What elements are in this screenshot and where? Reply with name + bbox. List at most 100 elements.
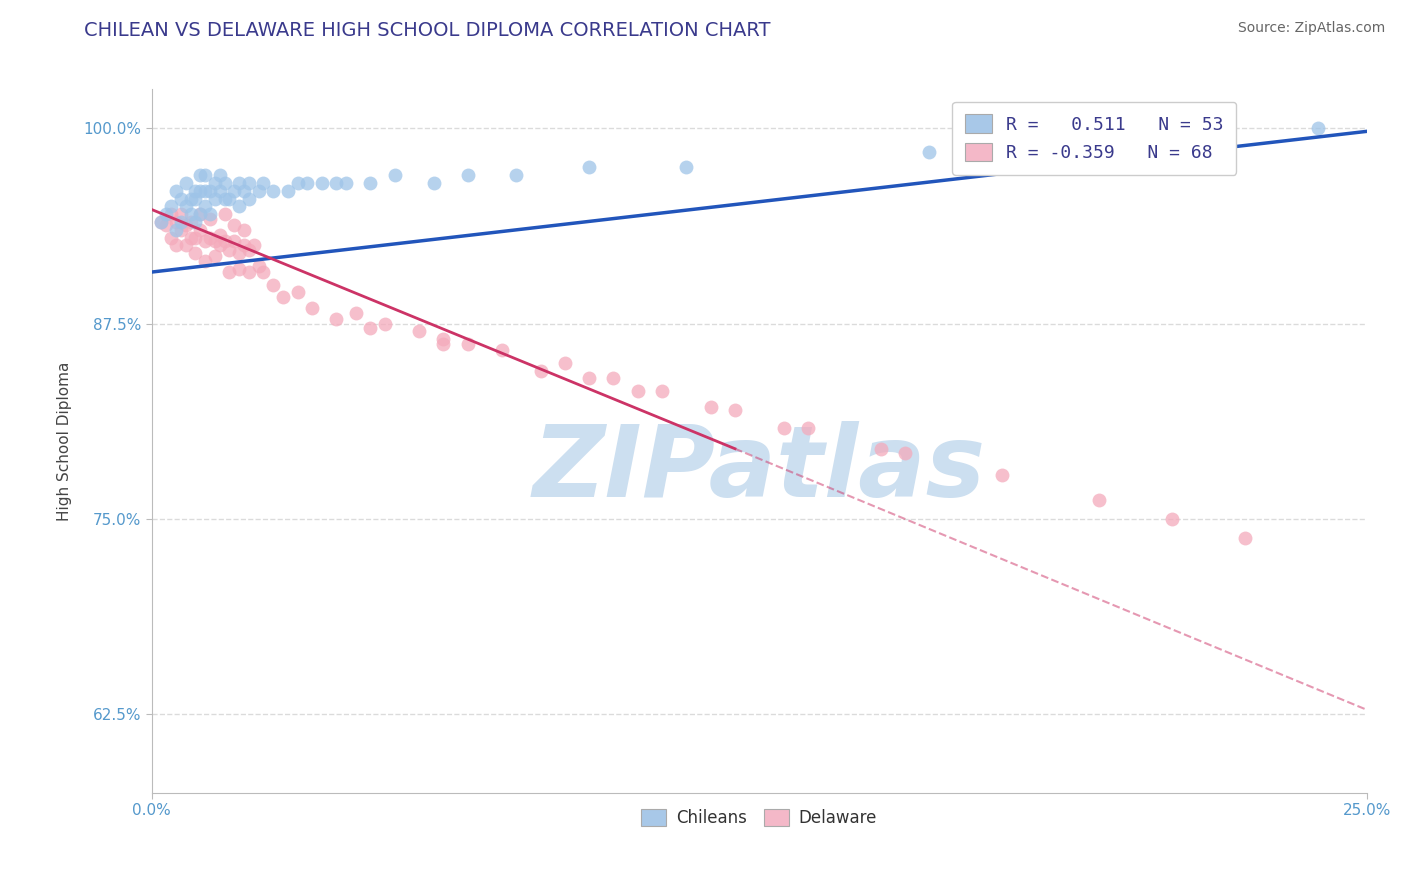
Point <box>194 234 217 248</box>
Point <box>218 243 240 257</box>
Point <box>218 265 240 279</box>
Point <box>180 230 202 244</box>
Point <box>675 161 697 175</box>
Point <box>247 259 270 273</box>
Point <box>224 234 246 248</box>
Point <box>1161 512 1184 526</box>
Point <box>194 168 217 182</box>
Point <box>170 215 193 229</box>
Point <box>184 246 207 260</box>
Point <box>224 184 246 198</box>
Point <box>160 199 183 213</box>
Point <box>772 421 794 435</box>
Point <box>184 230 207 244</box>
Point <box>242 238 264 252</box>
Point <box>188 207 211 221</box>
Point <box>214 234 236 248</box>
Point <box>271 290 294 304</box>
Point <box>238 243 260 257</box>
Point <box>724 402 747 417</box>
Point <box>422 176 444 190</box>
Point <box>359 321 381 335</box>
Point <box>252 265 274 279</box>
Point <box>1234 531 1257 545</box>
Point <box>233 184 256 198</box>
Point <box>344 306 367 320</box>
Point <box>335 176 357 190</box>
Point <box>797 421 820 435</box>
Point <box>287 176 309 190</box>
Point <box>214 207 236 221</box>
Point <box>1088 493 1111 508</box>
Point <box>150 215 173 229</box>
Point <box>359 176 381 190</box>
Point <box>165 238 187 252</box>
Point <box>150 215 173 229</box>
Point <box>194 199 217 213</box>
Point <box>188 184 211 198</box>
Point <box>297 176 319 190</box>
Point <box>252 176 274 190</box>
Point <box>233 238 256 252</box>
Point <box>208 168 231 182</box>
Point <box>384 168 406 182</box>
Point <box>529 363 551 377</box>
Point <box>204 176 226 190</box>
Text: CHILEAN VS DELAWARE HIGH SCHOOL DIPLOMA CORRELATION CHART: CHILEAN VS DELAWARE HIGH SCHOOL DIPLOMA … <box>84 21 770 39</box>
Text: Source: ZipAtlas.com: Source: ZipAtlas.com <box>1237 21 1385 35</box>
Point <box>238 176 260 190</box>
Point <box>218 192 240 206</box>
Point <box>233 223 256 237</box>
Point <box>184 192 207 206</box>
Point <box>1308 121 1330 136</box>
Point <box>991 468 1014 483</box>
Y-axis label: High School Diploma: High School Diploma <box>58 361 72 521</box>
Point <box>174 199 197 213</box>
Point <box>311 176 333 190</box>
Point <box>228 246 250 260</box>
Point <box>491 343 513 358</box>
Point <box>165 184 187 198</box>
Point <box>198 184 221 198</box>
Point <box>165 215 187 229</box>
Point <box>578 161 600 175</box>
Point <box>174 176 197 190</box>
Point <box>198 207 221 221</box>
Point <box>325 312 347 326</box>
Point <box>457 337 479 351</box>
Point <box>188 168 211 182</box>
Point <box>198 211 221 226</box>
Point <box>918 145 941 159</box>
Point <box>208 238 231 252</box>
Point <box>214 176 236 190</box>
Point <box>457 168 479 182</box>
Point <box>238 192 260 206</box>
Point <box>894 446 917 460</box>
Text: ZIPatlas: ZIPatlas <box>533 420 986 517</box>
Point <box>301 301 323 315</box>
Point <box>184 215 207 229</box>
Point <box>432 332 454 346</box>
Point <box>194 254 217 268</box>
Point <box>194 184 217 198</box>
Point <box>204 249 226 263</box>
Point <box>602 371 624 385</box>
Point <box>228 176 250 190</box>
Point <box>170 207 193 221</box>
Point <box>262 277 284 292</box>
Point <box>170 192 193 206</box>
Point <box>155 207 177 221</box>
Point <box>160 230 183 244</box>
Legend: Chileans, Delaware: Chileans, Delaware <box>634 802 884 833</box>
Point <box>214 192 236 206</box>
Point <box>505 168 527 182</box>
Point <box>198 230 221 244</box>
Point <box>325 176 347 190</box>
Point <box>180 192 202 206</box>
Point <box>554 356 576 370</box>
Point <box>228 261 250 276</box>
Point <box>287 285 309 300</box>
Point <box>699 400 721 414</box>
Point <box>262 184 284 198</box>
Point <box>204 192 226 206</box>
